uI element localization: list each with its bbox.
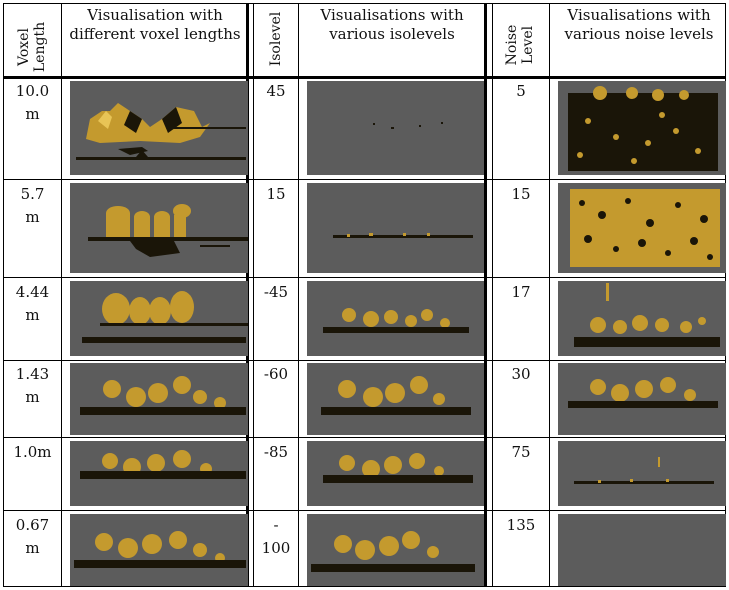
voxel-visualisation-1-43 (70, 363, 248, 435)
isolevel-visualisation-neg45 (307, 281, 484, 356)
col-border (61, 3, 62, 586)
row-divider (3, 360, 726, 361)
header-voxel-line2: Length (32, 21, 48, 73)
noise-visualisation-15 (558, 183, 726, 273)
voxel-length-cell: 0.67 m (4, 514, 61, 560)
voxel-unit: m (25, 105, 40, 123)
isolevel-visualisation-15 (307, 183, 484, 273)
voxel-value: 5.7 (20, 185, 45, 203)
col-border (253, 3, 254, 586)
header-vis-noise: Visualisations with various noise levels (564, 6, 714, 43)
voxel-unit: m (25, 306, 40, 324)
noise-visualisation-17 (558, 281, 726, 356)
isolevel-value: -60 (263, 365, 289, 383)
isolevel-cell: 15 (254, 183, 298, 206)
voxel-length-cell: 10.0 m (4, 80, 61, 126)
noise-level-cell: 17 (511, 283, 531, 301)
voxel-value: 10.0 (15, 82, 50, 100)
header-noise-level: Noise Level (504, 10, 536, 80)
header-vis-voxel: Visualisation with different voxel lengt… (69, 6, 241, 43)
header-vis-iso: Visualisations with various isolevels (320, 6, 464, 43)
isolevel-cell: -45 (254, 281, 298, 304)
col-group-border (484, 3, 487, 586)
voxel-length-cell: 1.0m (4, 441, 61, 464)
voxel-visualisation-5-7 (70, 183, 248, 273)
col-border (298, 3, 299, 586)
isolevel-value-cont: 100 (261, 539, 291, 557)
isolevel-value: 15 (266, 185, 286, 203)
isolevel-value: -85 (263, 443, 289, 461)
col-border (3, 3, 4, 586)
voxel-value: 1.0m (13, 443, 52, 461)
row-divider (3, 437, 726, 438)
isolevel-cell: 45 (254, 80, 298, 103)
header-noise-line1: Noise (504, 24, 520, 66)
isolevel-value: 45 (266, 82, 286, 100)
header-noise-line2: Level (520, 25, 536, 65)
noise-visualisation-5 (558, 81, 726, 175)
isolevel-visualisation-neg85 (307, 441, 484, 506)
noise-visualisation-75 (558, 441, 726, 506)
voxel-length-cell: 4.44 m (4, 281, 61, 327)
isolevel-cell: - 100 (254, 514, 298, 560)
voxel-unit: m (25, 539, 40, 557)
col-border (492, 3, 493, 586)
row-divider (3, 277, 726, 278)
voxel-visualisation-10 (70, 81, 248, 175)
header-isolevel: Isolevel (268, 11, 284, 67)
voxel-value: 4.44 (15, 283, 50, 301)
voxel-unit: m (25, 208, 40, 226)
isolevel-cell: -60 (254, 363, 298, 386)
voxel-visualisation-4-44 (70, 281, 248, 356)
voxel-visualisation-0-67 (70, 514, 248, 586)
header-voxel-line1: Voxel (16, 28, 32, 66)
row-divider (3, 510, 726, 511)
isolevel-cell: -85 (254, 441, 298, 464)
voxel-unit: m (25, 388, 40, 406)
isolevel-visualisation-neg60 (307, 363, 484, 435)
header-voxel-length: Voxel Length (16, 12, 48, 82)
noise-level-cell: 5 (516, 82, 526, 100)
isolevel-visualisation-neg100 (307, 514, 484, 586)
header-divider (3, 76, 726, 79)
isolevel-visualisation-45 (307, 81, 484, 175)
isolevel-value: - (273, 516, 279, 534)
noise-level-cell: 30 (511, 365, 531, 383)
noise-level-cell: 135 (506, 516, 536, 534)
noise-visualisation-135 (558, 514, 726, 586)
col-border (549, 3, 550, 586)
voxel-value: 0.67 (15, 516, 50, 534)
voxel-value: 1.43 (15, 365, 50, 383)
table-top-border (3, 3, 726, 4)
voxel-length-cell: 5.7 m (4, 183, 61, 229)
noise-visualisation-30 (558, 363, 726, 435)
noise-level-cell: 15 (511, 185, 531, 203)
voxel-visualisation-1-0 (70, 441, 248, 506)
table-bottom-border (3, 586, 726, 587)
noise-level-cell: 75 (511, 443, 531, 461)
voxel-length-cell: 1.43 m (4, 363, 61, 409)
isolevel-value: -45 (263, 283, 289, 301)
row-divider (3, 179, 726, 180)
